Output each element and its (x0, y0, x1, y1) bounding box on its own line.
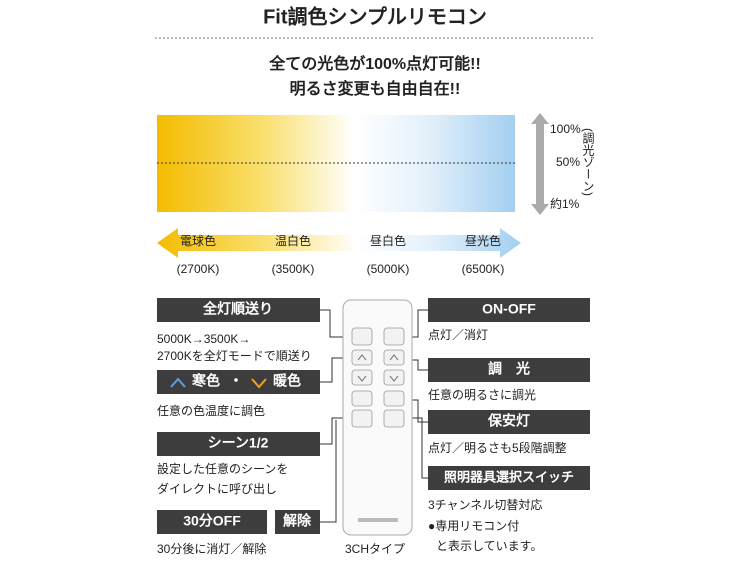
temp-name: 電球色 (180, 234, 216, 248)
dim-arrow (531, 113, 549, 215)
label-box (157, 370, 320, 394)
connector (404, 417, 428, 479)
button-label: 照明器具選択スイッチ (444, 469, 574, 484)
description: 任意の色温度に調色 (157, 403, 265, 418)
label-box (157, 432, 320, 456)
label-box (428, 358, 590, 382)
temp-kelvin: (5000K) (367, 262, 410, 276)
connector (320, 420, 337, 523)
description: 2700Kを全灯モードで順送り (157, 348, 312, 363)
button-label: 寒色 (192, 373, 220, 389)
remote-buttons (351, 327, 405, 522)
description: 設定した任意のシーンを (157, 461, 288, 476)
warm-icon (251, 378, 267, 389)
connector (320, 417, 352, 445)
button-label: ON-OFF (482, 301, 536, 317)
temp-arrow (157, 228, 521, 258)
description: ダイレクトに呼び出し (157, 481, 277, 496)
color-gradient (157, 115, 515, 212)
description: 任意の明るさに調光 (428, 387, 536, 402)
cool-icon (170, 377, 186, 388)
button-label: 解除 (283, 513, 312, 529)
label-box (275, 510, 320, 534)
description: 30分後に消灯／解除 (157, 541, 266, 556)
label-box (157, 510, 267, 534)
description: 3チャンネル切替対応 (428, 498, 542, 512)
connector (320, 309, 352, 338)
button-label: シーン1/2 (208, 435, 269, 451)
separator: ・ (229, 373, 243, 389)
title: Fit調色シンプルリモコン (263, 4, 487, 28)
temp-kelvin: (2700K) (177, 262, 220, 276)
dim-level: 50% (556, 155, 580, 169)
temp-kelvin: (3500K) (272, 262, 315, 276)
button-label: 全灯順送り (202, 301, 273, 317)
label-box (428, 298, 590, 322)
label-box (428, 410, 590, 434)
button-label: 暖色 (273, 373, 301, 389)
dim-level: 100% (550, 122, 581, 136)
button-label: 保安灯 (487, 413, 530, 429)
dim-level: 約1% (550, 196, 580, 211)
description: 点灯／消灯 (428, 328, 488, 342)
remote-caption: 3CHタイプ (345, 542, 405, 556)
label-box (428, 466, 590, 490)
temp-name: 温白色 (275, 233, 311, 248)
headline: 全ての光色が100%点灯可能!! (268, 54, 481, 73)
temp-name: 昼光色 (465, 234, 501, 248)
note: と表示しています。 (436, 539, 542, 553)
temp-name: 昼白色 (370, 233, 406, 248)
connector (320, 357, 352, 383)
button-label: 30分OFF (183, 513, 241, 529)
note: ●専用リモコン付 (428, 519, 519, 533)
zone-label: (調光ゾーン) (581, 128, 595, 196)
headline: 明るさ変更も自由自在!! (290, 79, 461, 98)
button-label: 調 光 (488, 361, 530, 377)
temp-kelvin: (6500K) (462, 262, 505, 276)
description: 5000K→3500K→ (157, 332, 250, 346)
label-box (157, 298, 320, 322)
description: 点灯／明るさも5段階調整 (428, 440, 567, 455)
